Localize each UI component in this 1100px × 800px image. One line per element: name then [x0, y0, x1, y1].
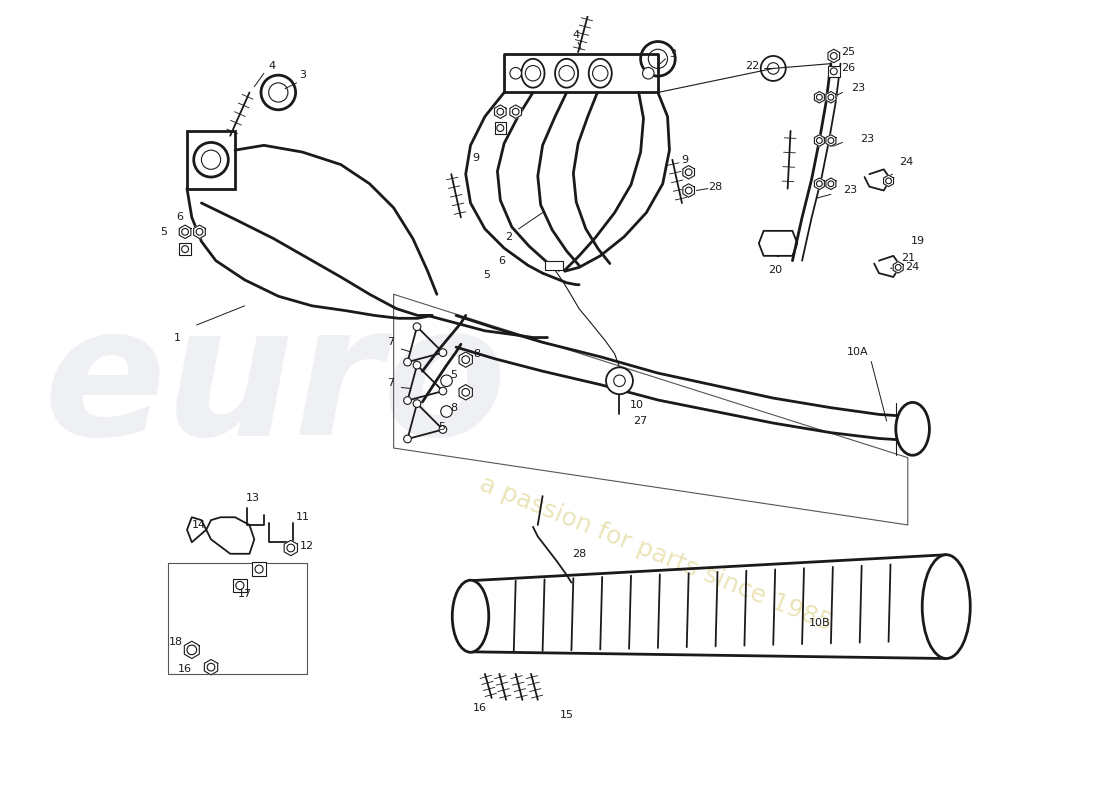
Polygon shape	[284, 540, 297, 556]
Text: 6: 6	[176, 213, 183, 222]
Text: 9: 9	[681, 154, 689, 165]
Text: 3: 3	[299, 70, 306, 80]
Text: 22: 22	[745, 61, 759, 70]
Text: 4: 4	[573, 30, 580, 40]
Text: 6: 6	[498, 256, 506, 266]
Polygon shape	[814, 91, 824, 103]
Text: 24: 24	[905, 262, 920, 272]
Polygon shape	[205, 659, 218, 675]
Text: 8: 8	[451, 402, 458, 413]
Bar	[179, 243, 190, 255]
Text: 24: 24	[899, 157, 913, 166]
Bar	[546, 261, 563, 270]
Text: 28: 28	[708, 182, 723, 192]
Polygon shape	[459, 385, 472, 400]
Text: 3: 3	[669, 49, 675, 59]
Polygon shape	[826, 91, 836, 103]
Text: 14: 14	[191, 520, 206, 530]
Circle shape	[404, 397, 411, 404]
Circle shape	[510, 67, 521, 79]
Bar	[495, 122, 506, 134]
Circle shape	[194, 142, 229, 177]
Text: 10A: 10A	[847, 347, 869, 357]
Text: 19: 19	[911, 237, 924, 246]
Polygon shape	[495, 105, 506, 118]
Text: 5: 5	[483, 270, 491, 280]
Polygon shape	[683, 184, 694, 198]
Bar	[828, 66, 839, 77]
Ellipse shape	[922, 554, 970, 658]
Text: euro: euro	[44, 297, 507, 473]
Polygon shape	[893, 262, 903, 273]
Ellipse shape	[452, 580, 488, 652]
Text: 17: 17	[238, 589, 252, 599]
Circle shape	[414, 323, 421, 330]
Bar	[252, 562, 266, 576]
Text: 20: 20	[768, 266, 782, 275]
Polygon shape	[814, 178, 824, 190]
Polygon shape	[883, 175, 893, 186]
Text: 7: 7	[387, 378, 394, 388]
Polygon shape	[814, 134, 824, 146]
Circle shape	[414, 362, 421, 369]
Text: 23: 23	[843, 186, 857, 195]
Circle shape	[441, 375, 452, 386]
Polygon shape	[185, 642, 199, 658]
Polygon shape	[826, 178, 836, 190]
Circle shape	[614, 375, 625, 386]
Text: 12: 12	[300, 541, 315, 551]
Text: 9: 9	[472, 153, 478, 163]
Text: 10B: 10B	[808, 618, 830, 628]
Text: 23: 23	[850, 82, 865, 93]
Circle shape	[439, 349, 447, 357]
Polygon shape	[826, 134, 836, 146]
Circle shape	[441, 406, 452, 418]
Text: 5: 5	[161, 227, 167, 237]
Text: 26: 26	[842, 63, 856, 74]
Text: 27: 27	[634, 416, 648, 426]
Text: 5: 5	[438, 422, 446, 432]
Polygon shape	[828, 50, 839, 62]
Text: 16: 16	[473, 702, 487, 713]
Ellipse shape	[895, 402, 930, 455]
Text: 23: 23	[860, 134, 875, 143]
Text: 5: 5	[451, 370, 458, 380]
Polygon shape	[683, 166, 694, 179]
Text: 2: 2	[505, 232, 513, 242]
Bar	[233, 578, 246, 592]
Polygon shape	[510, 105, 521, 118]
Text: 7: 7	[387, 338, 394, 347]
Text: 10: 10	[630, 400, 644, 410]
Polygon shape	[179, 225, 191, 238]
Text: 15: 15	[560, 710, 573, 720]
Polygon shape	[459, 352, 472, 367]
Text: 11: 11	[295, 512, 309, 522]
Text: 8: 8	[474, 349, 481, 359]
Text: 18: 18	[168, 637, 183, 647]
Text: a passion for parts since 1985: a passion for parts since 1985	[476, 472, 836, 636]
Text: 28: 28	[572, 549, 586, 558]
Polygon shape	[194, 225, 206, 238]
Circle shape	[404, 358, 411, 366]
Circle shape	[187, 645, 197, 654]
Circle shape	[439, 387, 447, 395]
Text: 4: 4	[268, 61, 275, 70]
Text: 1: 1	[174, 333, 180, 342]
Text: 25: 25	[842, 47, 856, 57]
Circle shape	[414, 400, 421, 407]
Circle shape	[404, 435, 411, 443]
Circle shape	[642, 67, 654, 79]
Text: 16: 16	[178, 664, 192, 674]
Circle shape	[606, 367, 632, 394]
Text: 13: 13	[245, 493, 260, 503]
Circle shape	[439, 426, 447, 434]
Text: 21: 21	[901, 253, 915, 262]
